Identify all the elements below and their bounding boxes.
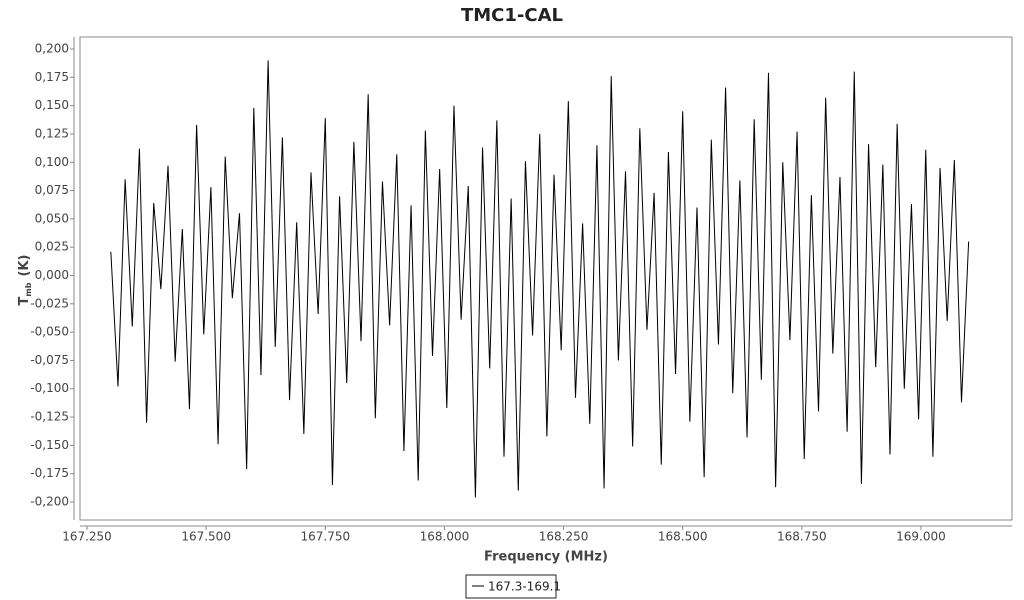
y-tick-label: 0,150 bbox=[35, 98, 69, 112]
x-tick-label: 168.000 bbox=[420, 530, 470, 544]
y-tick-label: 0,175 bbox=[35, 70, 69, 84]
y-tick-label: -0,075 bbox=[30, 353, 69, 367]
y-tick-label: 0,050 bbox=[35, 211, 69, 225]
x-tick-label: 168.500 bbox=[658, 530, 708, 544]
y-tick-label: 0,200 bbox=[35, 42, 69, 56]
x-tick-label: 167.500 bbox=[181, 530, 231, 544]
y-tick-label: 0,075 bbox=[35, 183, 69, 197]
series-line bbox=[110, 60, 970, 498]
y-tick-label: -0,150 bbox=[30, 438, 69, 452]
y-tick-label: -0,100 bbox=[30, 381, 69, 395]
x-tick-label: 168.750 bbox=[777, 530, 827, 544]
x-axis-label: Frequency (MHz) bbox=[484, 550, 608, 565]
y-axis-label: Tmb (K) bbox=[17, 255, 33, 306]
y-tick-label: 0,000 bbox=[35, 268, 69, 282]
y-tick-label: -0,050 bbox=[30, 325, 69, 339]
y-tick-label: 0,025 bbox=[35, 240, 69, 254]
y-tick-label: -0,025 bbox=[30, 296, 69, 310]
y-tick-label: -0,125 bbox=[30, 410, 69, 424]
x-tick-label: 168.250 bbox=[539, 530, 589, 544]
plot-frame bbox=[79, 36, 1013, 521]
y-label-symbol: T bbox=[17, 296, 32, 305]
x-tick-label: 167.250 bbox=[62, 530, 112, 544]
y-label-subscript: mb bbox=[24, 282, 33, 296]
y-label-unit: (K) bbox=[17, 255, 32, 277]
y-tick-label: 0,125 bbox=[35, 126, 69, 140]
x-tick-label: 167.750 bbox=[300, 530, 350, 544]
y-tick-label: 0,100 bbox=[35, 155, 69, 169]
y-tick-label: -0,200 bbox=[30, 494, 69, 508]
x-tick-label: 169.000 bbox=[896, 530, 946, 544]
chart-title: TMC1-CAL bbox=[461, 5, 563, 26]
y-tick-label: -0,175 bbox=[30, 466, 69, 480]
legend-label: 167.3-169.1 bbox=[488, 580, 561, 594]
legend bbox=[465, 574, 557, 599]
